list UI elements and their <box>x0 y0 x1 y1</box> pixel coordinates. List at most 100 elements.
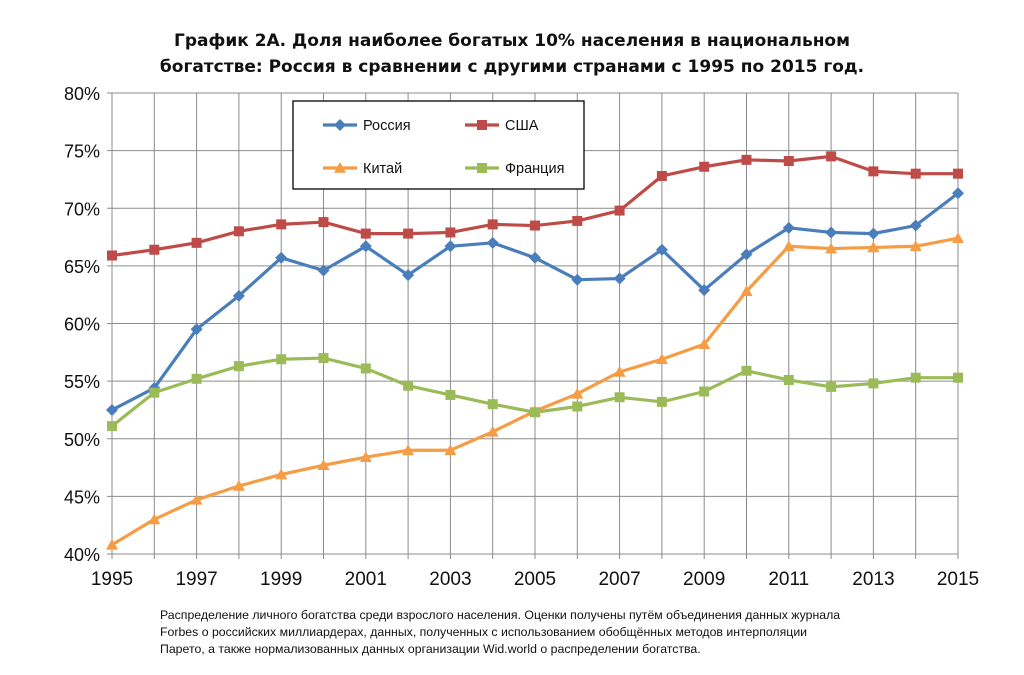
data-point <box>867 241 880 253</box>
data-point <box>826 151 837 162</box>
legend-label: Франция <box>505 161 564 177</box>
data-point <box>655 243 668 256</box>
legend-label: Китай <box>363 161 402 177</box>
x-tick-label: 2015 <box>937 569 979 590</box>
data-point <box>233 226 244 237</box>
data-point <box>233 361 244 372</box>
data-point <box>318 353 329 364</box>
data-point <box>487 399 498 410</box>
data-point <box>571 273 584 286</box>
data-point <box>445 389 456 400</box>
gridlines <box>107 92 959 559</box>
y-tick-label: 65% <box>64 257 100 277</box>
data-point <box>276 219 287 230</box>
data-point <box>360 228 371 239</box>
data-point <box>106 403 118 416</box>
line-chart: 40% 45% 50% 55% 60% 65% 70% 75% 80% 1995 1997 1999… <box>64 84 979 590</box>
data-point <box>486 236 499 249</box>
data-point <box>276 354 287 365</box>
data-point <box>614 205 625 216</box>
data-point <box>910 168 921 179</box>
data-point <box>445 227 456 238</box>
data-point <box>403 380 414 391</box>
x-tick-label: 1999 <box>260 569 302 590</box>
data-point <box>783 374 794 385</box>
chart-title-line-2: богатстве: Россия в сравнении с другими … <box>159 57 865 77</box>
data-point <box>741 154 752 165</box>
data-point <box>359 451 372 462</box>
data-point <box>572 401 583 412</box>
data-point <box>486 425 499 437</box>
data-point <box>149 387 160 398</box>
x-tick-label: 2013 <box>852 569 894 590</box>
data-point <box>614 392 625 403</box>
x-tick-label: 2005 <box>514 569 556 590</box>
x-tick-label: 2011 <box>768 569 809 590</box>
data-point <box>826 381 837 392</box>
data-point <box>868 166 879 177</box>
data-point <box>698 284 711 297</box>
y-tick-label: 45% <box>64 487 100 507</box>
data-point <box>571 387 584 399</box>
data-point <box>275 251 288 264</box>
data-point <box>909 219 922 232</box>
legend-swatch-marker <box>477 120 487 130</box>
data-point <box>699 161 710 172</box>
legend-entry: Китай <box>323 161 402 177</box>
data-point <box>402 269 415 282</box>
data-point <box>190 323 203 336</box>
data-point <box>952 232 964 244</box>
x-tick-label: 2007 <box>598 569 640 590</box>
data-point <box>529 251 541 264</box>
data-point <box>318 217 329 228</box>
series-США <box>107 151 963 261</box>
y-tick-label: 40% <box>64 545 100 565</box>
data-point <box>740 285 753 297</box>
data-point <box>572 215 583 226</box>
data-point <box>783 155 794 166</box>
data-point <box>106 538 118 550</box>
chart-title: График 2А. Доля наиболее богатых 10% нас… <box>0 28 1024 80</box>
data-point <box>741 365 752 376</box>
data-point <box>613 272 626 285</box>
data-point <box>359 240 372 253</box>
data-point <box>107 250 117 261</box>
y-tick-label: 80% <box>64 84 100 104</box>
legend-label: Россия <box>363 118 411 134</box>
y-tick-label: 70% <box>64 199 100 219</box>
data-point <box>782 221 795 234</box>
series-Франция <box>107 353 963 432</box>
legend-swatch-marker <box>334 119 346 131</box>
data-point <box>782 240 795 252</box>
footnote-line-1: Распределение личного богатства среди вз… <box>160 608 841 622</box>
footnote-line-3: Парето, а также нормализованных данных о… <box>160 642 701 656</box>
x-tick-label: 2009 <box>683 569 725 590</box>
legend-swatch-marker <box>477 163 487 173</box>
data-point <box>910 372 921 383</box>
data-point <box>444 240 457 253</box>
data-point <box>952 187 964 200</box>
x-tick-label: 1995 <box>91 569 133 590</box>
data-point <box>402 444 415 456</box>
data-point <box>740 248 753 261</box>
legend-swatch-marker <box>334 162 346 173</box>
x-axis-ticks: 1995 1997 1999 2001 2003 2005 2007 2009 2011 2013… <box>91 569 979 590</box>
data-point <box>867 227 880 240</box>
y-tick-label: 75% <box>64 142 100 162</box>
data-point <box>232 480 245 491</box>
chart-title-line-1: График 2А. Доля наиболее богатых 10% нас… <box>173 31 851 51</box>
data-point <box>403 228 414 239</box>
data-point <box>699 386 710 397</box>
data-point <box>698 338 711 350</box>
legend-entry: Франция <box>465 161 564 177</box>
data-point <box>656 170 667 181</box>
plot-border <box>111 92 959 555</box>
legend-box <box>292 100 585 190</box>
data-point <box>825 226 838 239</box>
data-point <box>317 264 330 277</box>
x-tick-label: 1997 <box>175 569 217 590</box>
data-point <box>232 289 245 302</box>
data-point <box>953 372 963 383</box>
legend-entry: Россия <box>323 118 411 134</box>
plot-area <box>106 151 964 550</box>
